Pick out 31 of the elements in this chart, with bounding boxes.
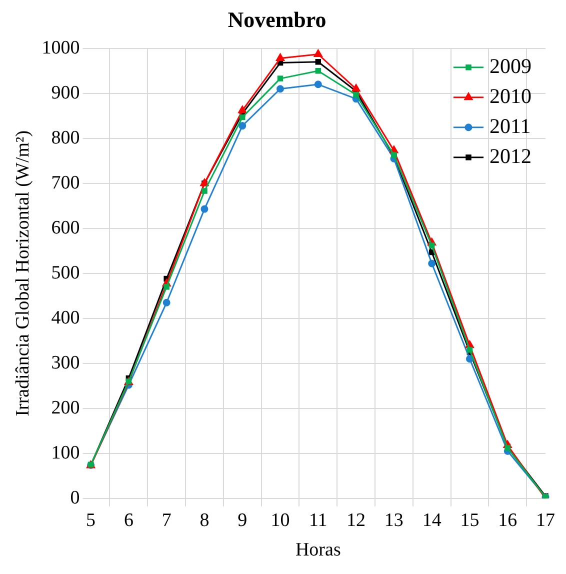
legend-label: 2011: [490, 114, 531, 138]
y-tick-label: 600: [51, 217, 80, 238]
y-tick-label: 0: [70, 487, 80, 508]
x-tick-label: 13: [384, 510, 404, 531]
y-tick-label: 500: [51, 262, 80, 284]
y-tick-label: 1000: [42, 37, 80, 58]
x-tick-label: 12: [346, 510, 366, 531]
x-tick-label: 7: [162, 510, 172, 531]
y-tick-label: 800: [51, 127, 80, 148]
x-tick-label: 8: [200, 510, 210, 531]
y-tick-label: 900: [51, 82, 80, 104]
y-tick-label: 100: [51, 442, 80, 464]
x-tick-label: 16: [498, 510, 518, 531]
x-tick-label: 17: [536, 510, 555, 531]
x-tick-label: 9: [238, 510, 248, 531]
y-axis-title: Irradiância Global Horizontal (W/m²): [12, 130, 34, 416]
x-tick-label: 5: [86, 510, 96, 531]
x-tick-label: 10: [270, 510, 290, 531]
x-tick-label: 14: [422, 510, 442, 531]
legend-label: 2012: [490, 144, 532, 168]
legend-label: 2010: [490, 84, 532, 108]
y-tick-label: 400: [51, 307, 80, 328]
x-axis-title: Horas: [295, 540, 341, 561]
x-tick-label: 11: [309, 510, 328, 531]
y-tick-label: 200: [51, 397, 80, 418]
x-tick-label: 6: [124, 510, 134, 531]
y-tick-label: 300: [51, 352, 80, 374]
legend-label: 2009: [490, 54, 532, 78]
y-tick-label: 700: [51, 172, 80, 194]
x-tick-label: 15: [460, 510, 480, 531]
chart-title: Novembro: [228, 6, 326, 32]
